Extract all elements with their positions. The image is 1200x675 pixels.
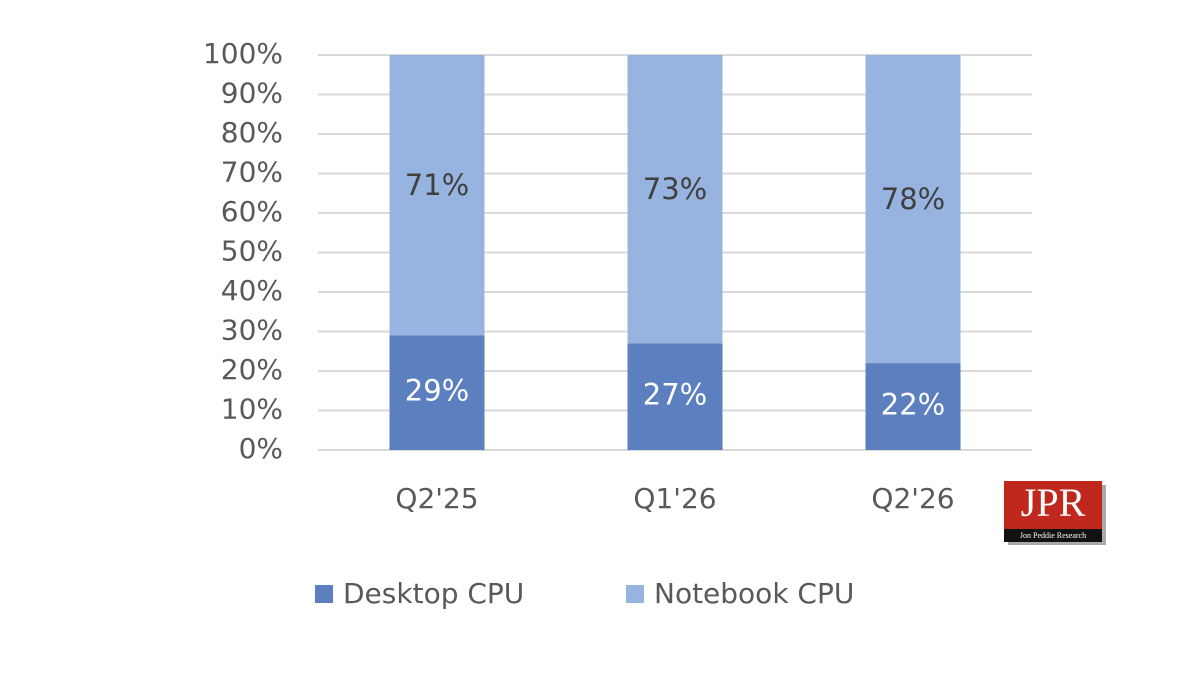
bar-segment bbox=[865, 363, 961, 450]
data-label: 27% bbox=[643, 378, 707, 412]
data-label: 22% bbox=[881, 388, 945, 422]
data-label: 71% bbox=[405, 168, 469, 202]
data-label: 78% bbox=[881, 182, 945, 216]
y-tick-label: 90% bbox=[221, 77, 283, 110]
y-tick-label: 30% bbox=[221, 314, 283, 347]
y-tick-label: 40% bbox=[221, 274, 283, 307]
x-tick-label: Q1'26 bbox=[633, 482, 716, 515]
bar-segment bbox=[627, 55, 723, 344]
y-tick-label: 60% bbox=[221, 195, 283, 228]
logo-background bbox=[1004, 481, 1102, 529]
legend-label: Desktop CPU bbox=[343, 577, 524, 610]
logo-strip bbox=[1004, 529, 1102, 542]
y-tick-label: 80% bbox=[221, 116, 283, 149]
data-label: 29% bbox=[405, 374, 469, 408]
x-tick-label: Q2'25 bbox=[395, 482, 478, 515]
y-tick-label: 70% bbox=[221, 156, 283, 189]
y-tick-label: 100% bbox=[203, 37, 283, 70]
logo-text: JPR bbox=[1021, 480, 1086, 525]
y-tick-label: 10% bbox=[221, 393, 283, 426]
legend-swatch bbox=[626, 585, 644, 603]
logo-subtext: Jon Peddie Research bbox=[1020, 531, 1086, 540]
bar-segment bbox=[389, 55, 485, 336]
legend-label: Notebook CPU bbox=[654, 577, 854, 610]
x-tick-label: Q2'26 bbox=[871, 482, 954, 515]
legend-swatch bbox=[315, 585, 333, 603]
y-tick-label: 50% bbox=[221, 235, 283, 268]
bar-segment bbox=[627, 343, 723, 450]
y-tick-label: 20% bbox=[221, 353, 283, 386]
data-label: 73% bbox=[643, 172, 707, 206]
logo: JPR Jon Peddie Research bbox=[1004, 480, 1106, 545]
bar-segment bbox=[865, 55, 961, 364]
y-tick-label: 0% bbox=[239, 432, 283, 465]
bar-segment bbox=[389, 335, 485, 450]
